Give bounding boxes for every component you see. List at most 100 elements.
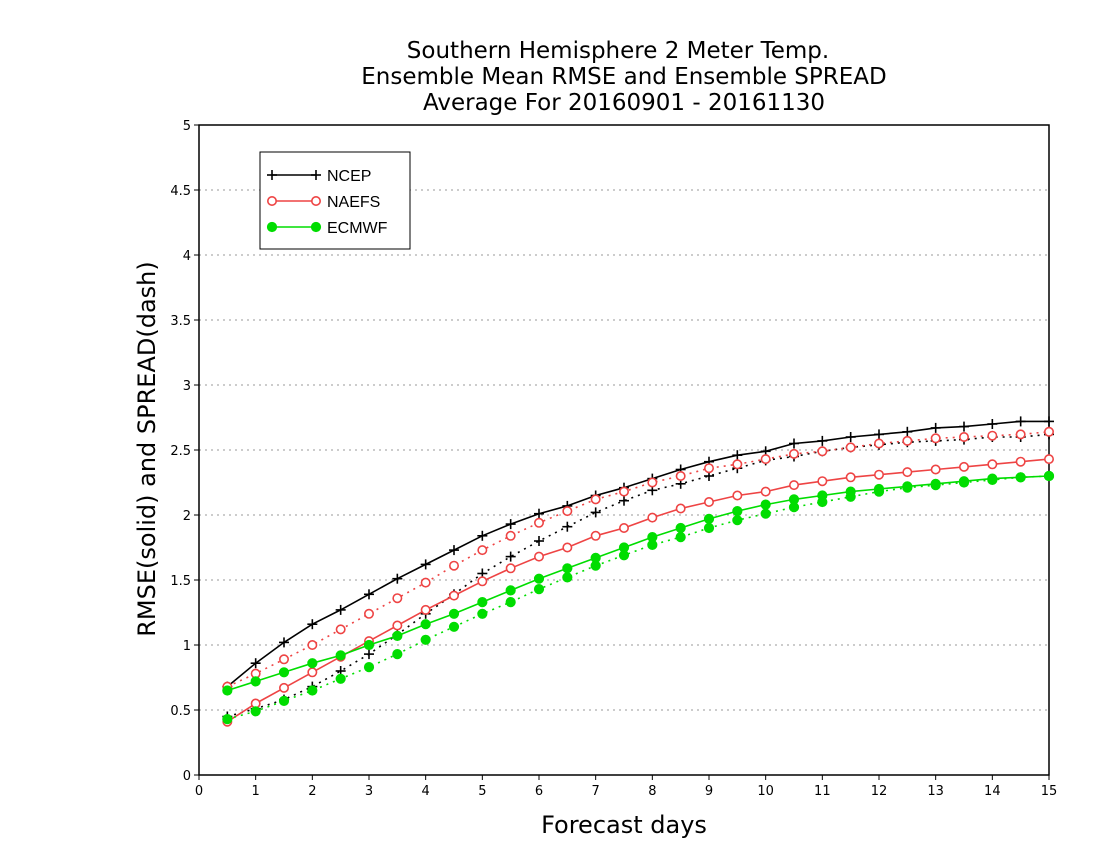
point-ncep-rmse-27 <box>987 419 998 429</box>
legend: NCEP NAEFS ECMWF <box>259 151 411 250</box>
legend-label-ecmwf: ECMWF <box>327 220 388 237</box>
point-naefs-spread-19 <box>760 454 771 465</box>
point-ncep-rmse-6 <box>392 573 403 584</box>
y-tick-label-7: 3.5 <box>170 314 191 329</box>
point-naefs-rmse-25 <box>930 464 941 475</box>
point-naefs-spread-8 <box>448 560 459 571</box>
point-ecmwf-spread-12 <box>562 572 573 583</box>
point-naefs-spread-23 <box>873 438 884 449</box>
point-ncep-spread-10 <box>505 551 516 562</box>
series-line-ecmwf-spread <box>227 475 1050 720</box>
chart-title-line-3: Average For 20160901 - 20161130 <box>423 90 825 116</box>
y-tick-label-8: 4 <box>183 249 191 264</box>
point-naefs-spread-28 <box>1015 429 1026 440</box>
point-ncep-spread-11 <box>534 536 544 546</box>
grid-lines <box>199 189 1049 711</box>
point-naefs-rmse-22 <box>845 472 856 483</box>
point-ecmwf-rmse-25 <box>930 478 941 489</box>
point-naefs-rmse-21 <box>817 476 828 487</box>
point-ncep-rmse-7 <box>420 559 431 570</box>
point-naefs-spread-4 <box>335 624 346 635</box>
point-naefs-rmse-14 <box>618 522 629 533</box>
point-ecmwf-rmse-19 <box>760 499 771 510</box>
point-ecmwf-rmse-24 <box>902 481 913 492</box>
legend-label-naefs: NAEFS <box>327 194 380 211</box>
point-naefs-rmse-27 <box>987 459 998 470</box>
y-tick-label-4: 2 <box>183 509 191 524</box>
x-axis-label: Forecast days <box>541 811 707 839</box>
point-naefs-spread-14 <box>618 486 629 497</box>
chart-title-line-2: Ensemble Mean RMSE and Ensemble SPREAD <box>361 64 886 90</box>
point-naefs-rmse-23 <box>873 469 884 480</box>
point-ncep-rmse-5 <box>364 589 374 600</box>
point-naefs-rmse-8 <box>448 590 459 601</box>
point-naefs-rmse-3 <box>307 667 318 678</box>
y-tick-label-0: 0 <box>183 769 191 784</box>
point-ecmwf-rmse-28 <box>1015 472 1026 483</box>
point-ecmwf-spread-2 <box>278 695 290 707</box>
point-naefs-rmse-26 <box>958 461 969 472</box>
y-axis-label: RMSE(solid) and SPREAD(dash) <box>133 261 161 637</box>
point-naefs-spread-22 <box>845 442 856 453</box>
point-naefs-spread-17 <box>703 463 714 474</box>
series-markers-naefs-spread <box>222 426 1055 692</box>
point-naefs-spread-2 <box>278 654 289 665</box>
point-ecmwf-rmse-29 <box>1043 470 1055 482</box>
point-ncep-rmse-20 <box>789 438 799 449</box>
x-tick-label-10: 10 <box>757 784 774 799</box>
legend-marker-right-ncep <box>311 170 321 180</box>
point-ecmwf-rmse-6 <box>392 630 403 642</box>
point-ecmwf-rmse-22 <box>845 486 856 497</box>
point-ecmwf-rmse-23 <box>873 483 885 495</box>
point-ecmwf-rmse-10 <box>505 585 516 596</box>
series-markers-ecmwf-rmse <box>222 470 1055 696</box>
legend-marker-right-naefs <box>310 196 321 207</box>
point-naefs-spread-25 <box>930 433 941 444</box>
point-ecmwf-rmse-14 <box>618 542 630 553</box>
point-ecmwf-spread-9 <box>477 608 488 619</box>
point-naefs-spread-11 <box>533 517 544 528</box>
point-ecmwf-spread-11 <box>533 584 545 595</box>
point-ncep-rmse-28 <box>1015 416 1026 427</box>
chart-title-line-1: Southern Hemisphere 2 Meter Temp. <box>407 38 829 64</box>
point-ecmwf-rmse-27 <box>987 473 998 484</box>
legend-marker-left-ecmwf <box>266 221 278 233</box>
series-line-ncep-spread <box>227 433 1050 718</box>
point-naefs-spread-20 <box>788 448 799 459</box>
point-ecmwf-rmse-9 <box>477 597 488 608</box>
series-markers-ncep-rmse <box>222 416 1054 692</box>
point-ecmwf-rmse-18 <box>732 506 743 517</box>
y-tick-label-3: 1.5 <box>170 574 191 589</box>
point-ecmwf-spread-1 <box>250 706 261 717</box>
point-ecmwf-spread-19 <box>760 508 771 519</box>
y-tick-label-6: 3 <box>183 379 191 394</box>
legend-items <box>266 170 322 233</box>
point-ecmwf-spread-17 <box>703 522 715 534</box>
point-naefs-spread-27 <box>987 430 998 441</box>
axes <box>194 124 1050 780</box>
point-ncep-rmse-21 <box>817 435 828 446</box>
x-tick-label-7: 7 <box>592 784 600 799</box>
point-ecmwf-spread-18 <box>732 515 743 526</box>
point-naefs-rmse-29 <box>1044 454 1055 465</box>
point-ecmwf-spread-3 <box>307 685 318 696</box>
point-ncep-spread-14 <box>619 495 629 506</box>
point-ncep-rmse-23 <box>874 429 884 440</box>
legend-marker-left-naefs <box>266 196 277 207</box>
point-naefs-rmse-28 <box>1015 456 1026 467</box>
point-naefs-spread-15 <box>647 477 658 488</box>
point-naefs-spread-6 <box>392 593 403 604</box>
x-tick-label-13: 13 <box>927 784 944 799</box>
x-tick-label-5: 5 <box>478 784 486 799</box>
x-tick-label-8: 8 <box>648 784 656 799</box>
plot-frame <box>198 124 1050 776</box>
point-ecmwf-rmse-20 <box>788 494 800 505</box>
point-ecmwf-spread-5 <box>363 662 375 673</box>
point-naefs-rmse-12 <box>562 542 573 553</box>
point-ncep-rmse-29 <box>1044 416 1054 427</box>
point-naefs-rmse-19 <box>760 486 771 497</box>
point-ecmwf-spread-0 <box>222 714 233 725</box>
point-naefs-rmse-13 <box>590 530 601 541</box>
point-ncep-rmse-26 <box>959 421 969 432</box>
